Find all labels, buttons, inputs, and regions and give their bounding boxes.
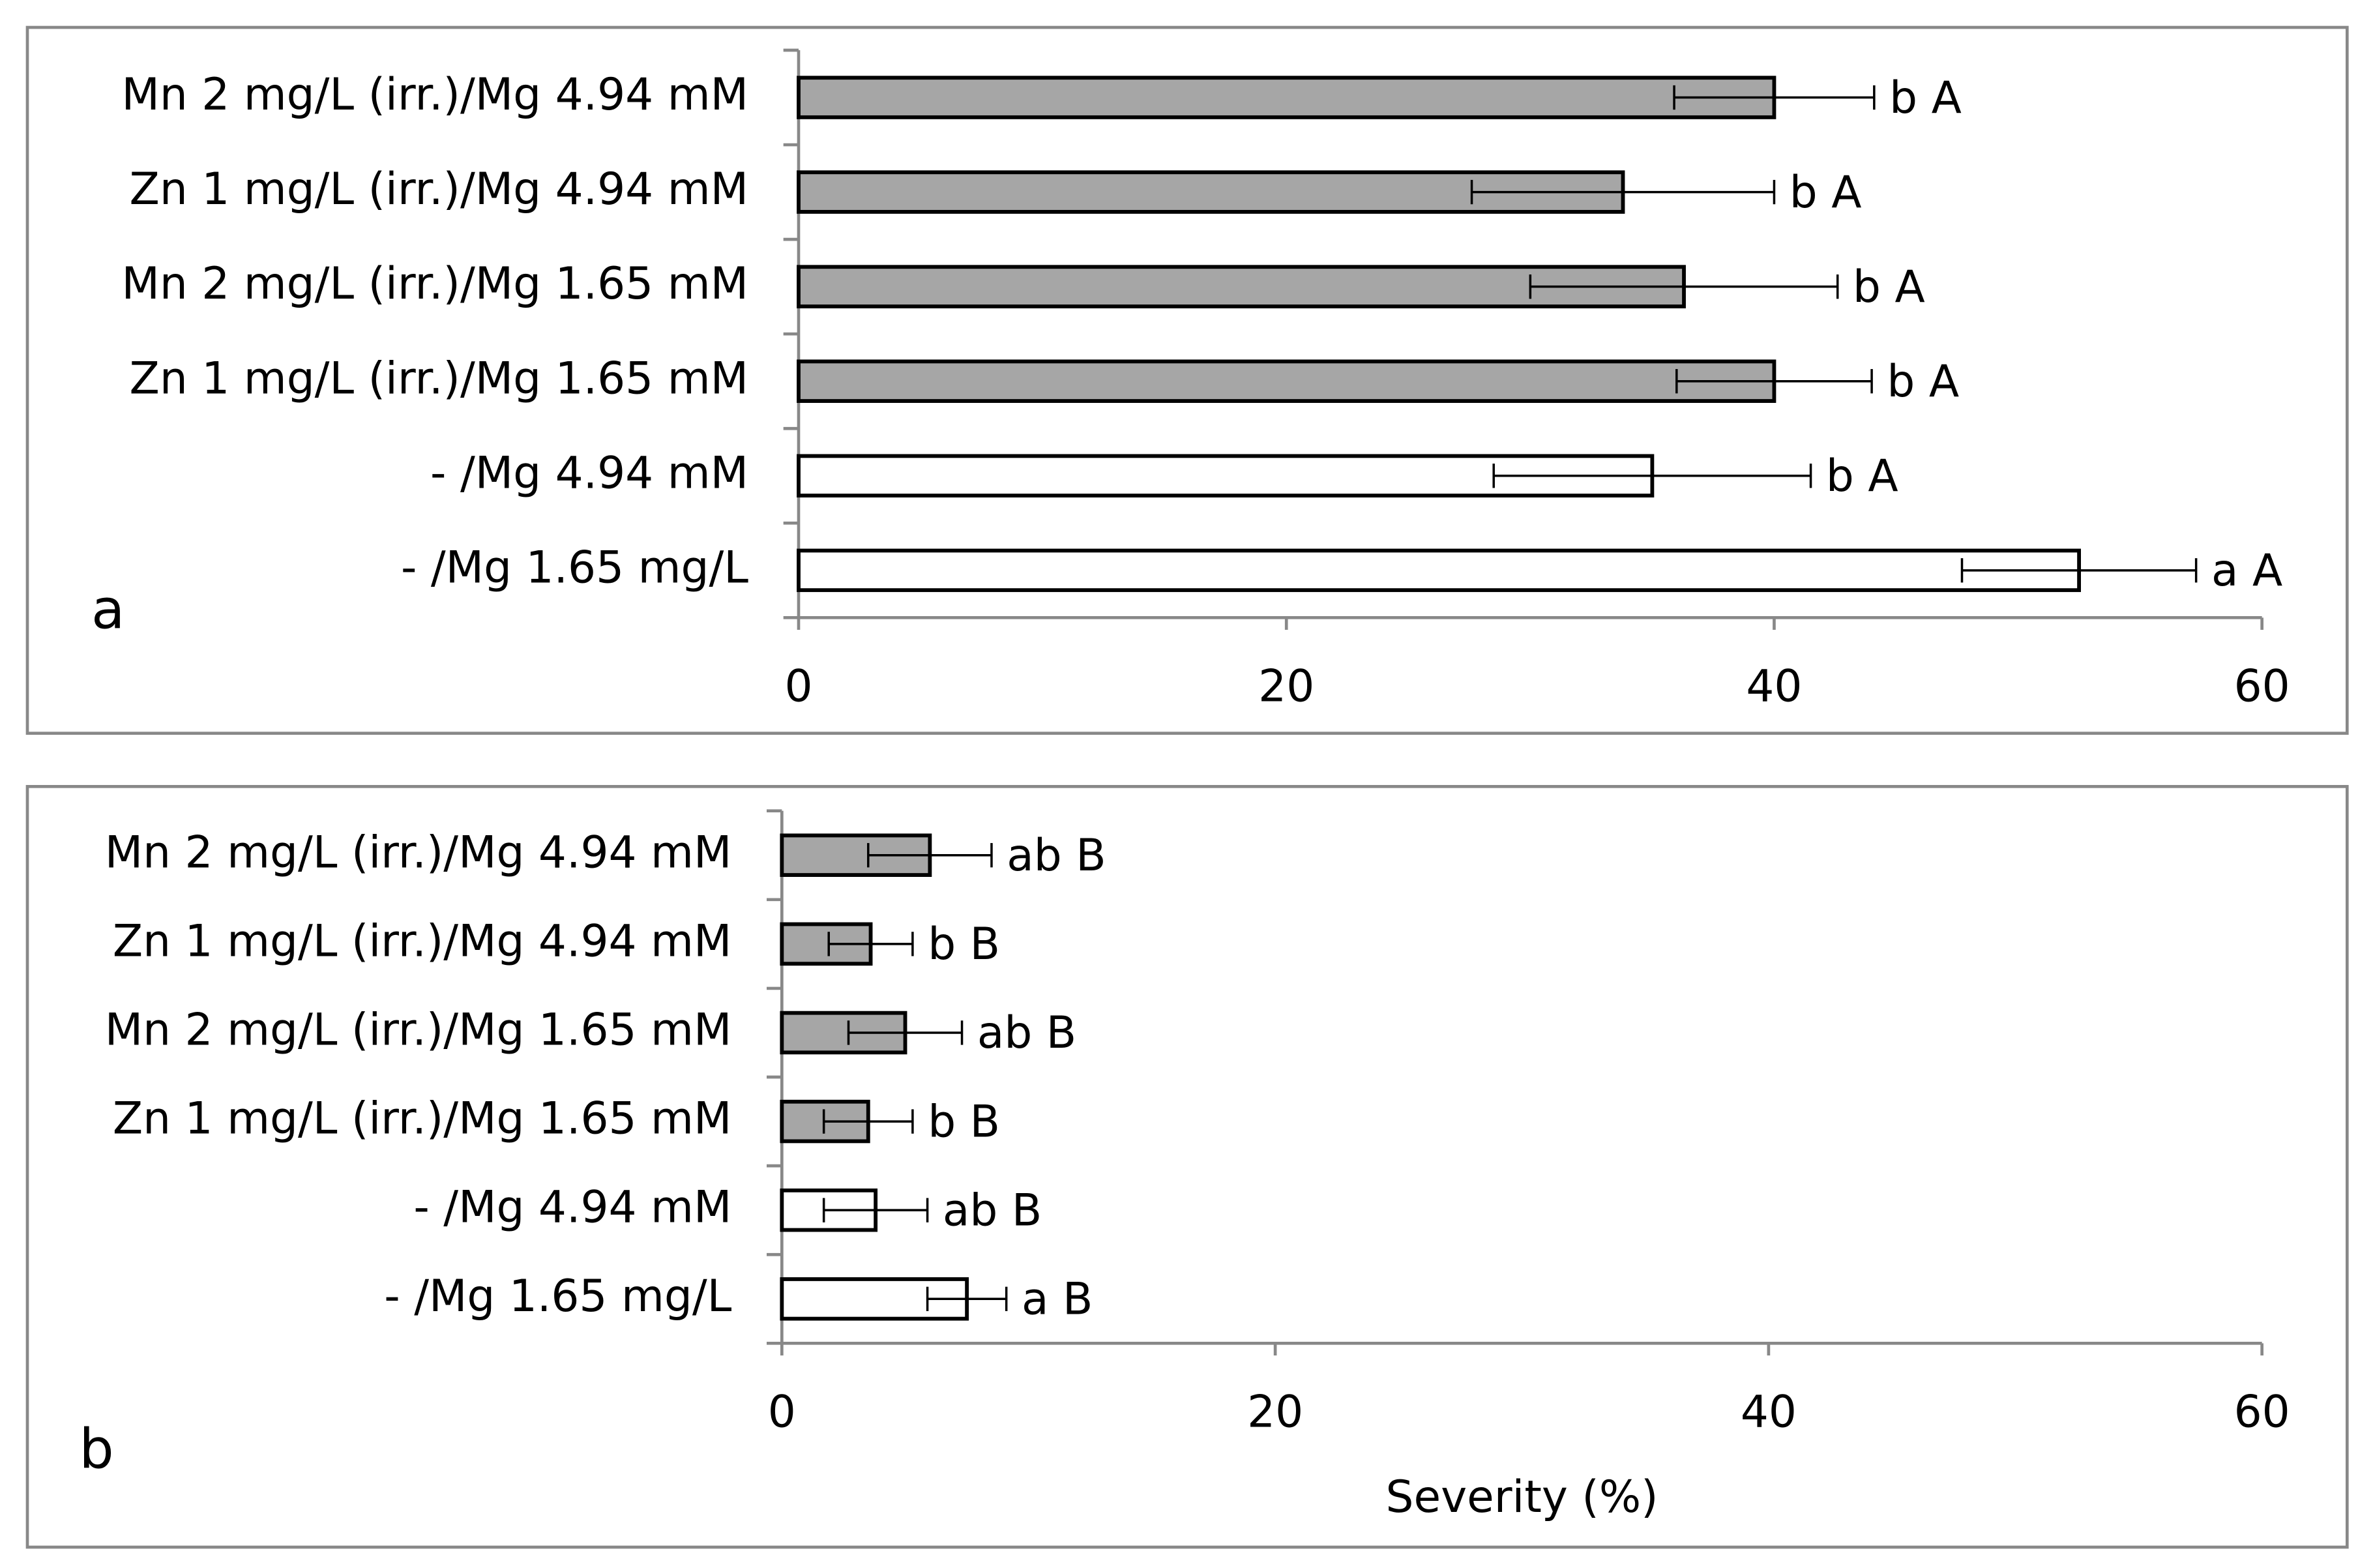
x-tick-label: 40 [1746,660,1802,712]
significance-label: b A [1887,355,1959,407]
significance-label: b B [928,1095,1000,1147]
significance-label: b A [1790,166,1862,218]
bar [797,76,1776,119]
x-tick-label: 0 [768,1386,796,1438]
panel-label: b [79,1417,113,1481]
y-tick-label: Mn 2 mg/L (irr.)/Mg 1.65 mM [105,1004,732,1056]
x-tick-label: 20 [1258,660,1314,712]
y-tick-label: - /Mg 4.94 mM [430,447,748,498]
y-tick-label: Zn 1 mg/L (irr.)/Mg 1.65 mM [130,352,749,404]
y-tick-label: - /Mg 1.65 mg/L [401,541,748,593]
y-tick-label: Zn 1 mg/L (irr.)/Mg 4.94 mM [130,163,749,214]
significance-label: ab B [943,1184,1042,1235]
y-tick-label: Zn 1 mg/L (irr.)/Mg 1.65 mM [113,1093,732,1144]
significance-label: a B [1022,1273,1093,1325]
significance-label: b B [928,918,1000,969]
bar [797,548,2082,593]
significance-label: b A [1889,72,1962,123]
significance-label: a A [2211,544,2282,596]
bar [797,454,1655,498]
y-tick-label: - /Mg 1.65 mg/L [384,1270,731,1322]
x-tick-label: 20 [1247,1386,1303,1438]
significance-label: b A [1826,450,1898,501]
significance-label: ab B [977,1007,1076,1058]
panel-label: a [91,577,125,641]
y-tick-label: Mn 2 mg/L (irr.)/Mg 4.94 mM [121,68,748,120]
x-tick-label: 0 [784,660,812,712]
y-tick-label: Zn 1 mg/L (irr.)/Mg 4.94 mM [113,915,732,966]
bar [797,359,1776,403]
x-tick-label: 40 [1741,1386,1797,1438]
x-tick-label: 60 [2234,660,2290,712]
significance-label: b A [1853,261,1925,312]
y-tick-label: - /Mg 4.94 mM [413,1181,731,1233]
x-axis-title: Severity (%) [1386,1471,1658,1522]
panel-frame [25,785,2349,1549]
significance-label: ab B [1007,829,1106,881]
x-tick-label: 60 [2234,1386,2290,1438]
y-tick-label: Mn 2 mg/L (irr.)/Mg 1.65 mM [121,258,748,309]
y-tick-label: Mn 2 mg/L (irr.)/Mg 4.94 mM [105,826,732,878]
